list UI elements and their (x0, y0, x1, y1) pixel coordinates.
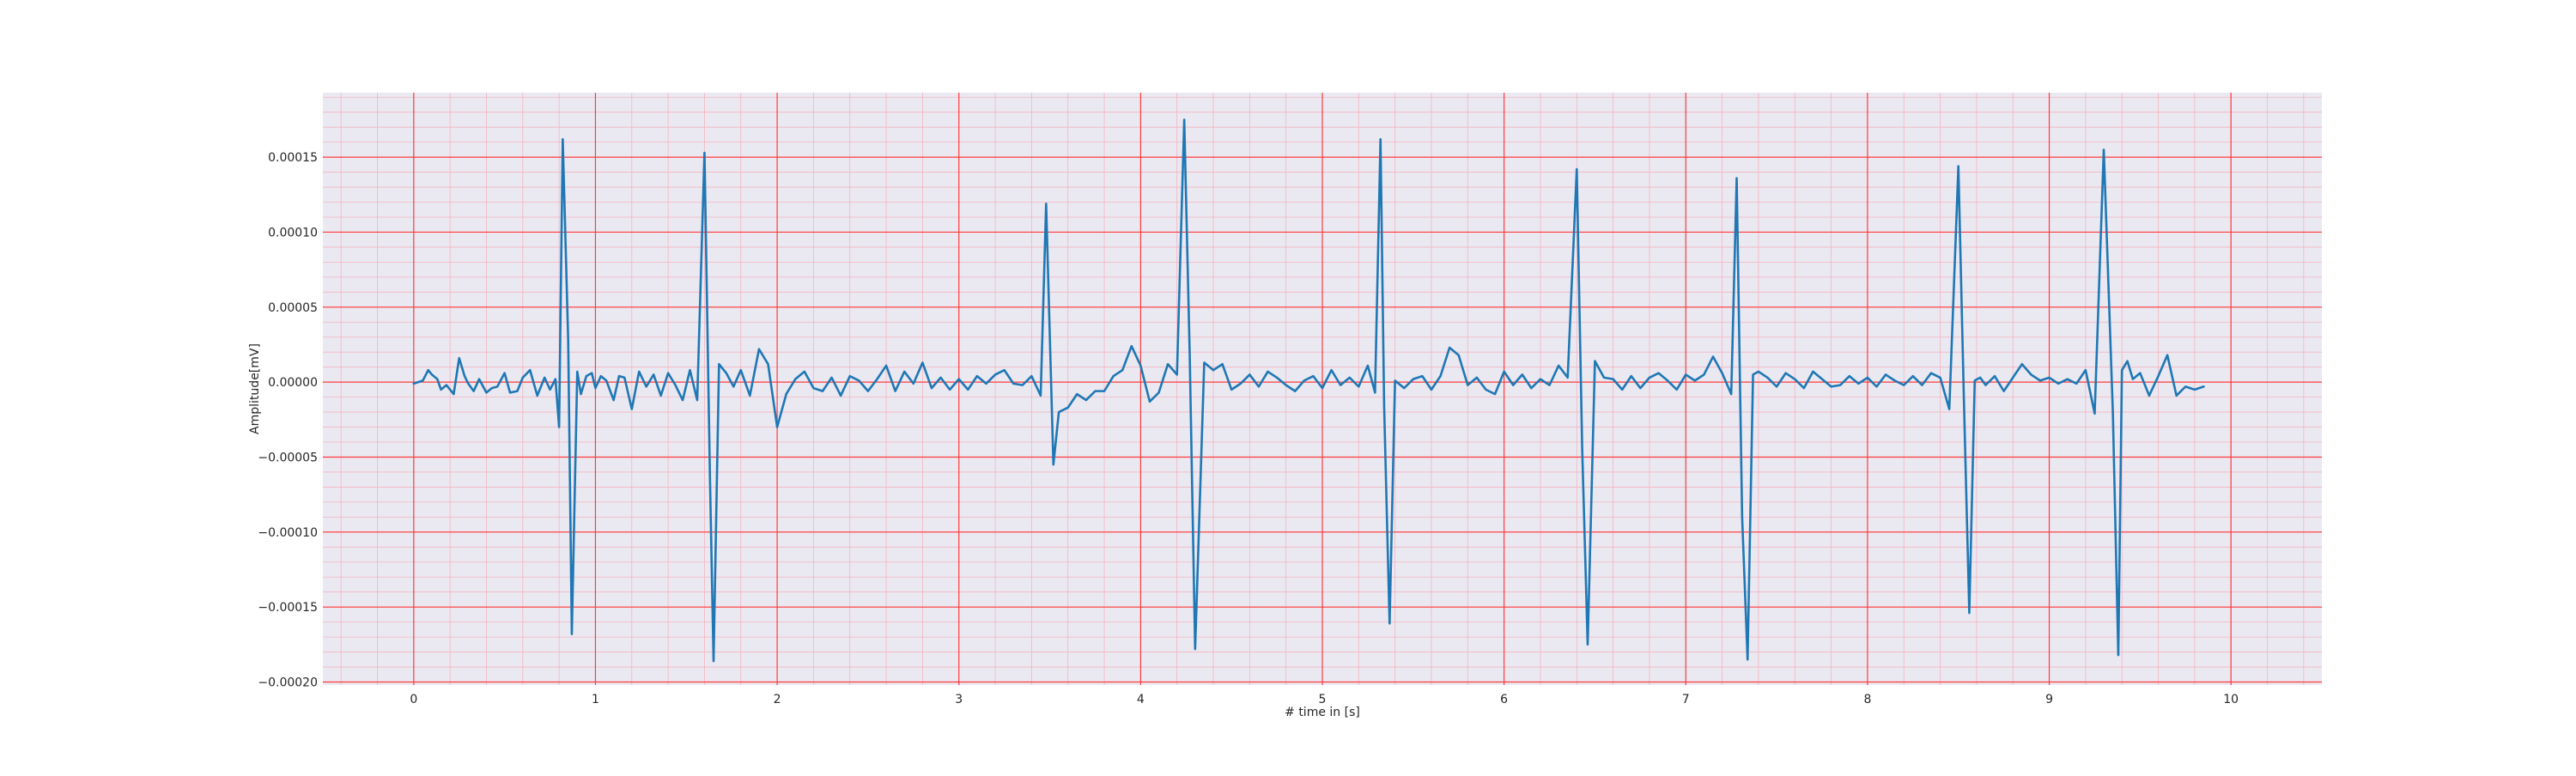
y-tick-label: 0.00005 (268, 301, 318, 315)
y-tick-label: 0.00010 (268, 226, 318, 239)
x-tick-label: 6 (1500, 693, 1508, 706)
x-tick-label: 7 (1682, 693, 1690, 706)
x-tick-label: 2 (774, 693, 781, 706)
y-tick-label: −0.00005 (258, 451, 318, 464)
y-tick-label: 0.00015 (268, 151, 318, 165)
series-line-ecg (412, 118, 2205, 663)
y-tick-label: −0.00015 (258, 601, 318, 615)
y-tick-label: −0.00020 (258, 676, 318, 690)
x-tick-label: 1 (592, 693, 599, 706)
x-tick-label: 9 (2045, 693, 2053, 706)
x-tick-label: 5 (1319, 693, 1327, 706)
major-grid (323, 93, 2322, 685)
x-tick-label: 10 (2223, 693, 2239, 706)
x-tick-label: 0 (410, 693, 417, 706)
x-axis-label: # time in [s] (1285, 706, 1360, 719)
x-tick-label: 8 (1863, 693, 1871, 706)
x-tick-label: 3 (955, 693, 963, 706)
y-tick-label: 0.00000 (268, 376, 318, 390)
x-axis-ticks: 0 1 2 3 4 5 6 7 8 9 10 (410, 693, 2239, 706)
x-tick-label: 4 (1137, 693, 1145, 706)
y-tick-label: −0.00010 (258, 526, 318, 540)
series-layer (412, 118, 2205, 663)
y-axis-ticks: −0.00020 −0.00015 −0.00010 −0.00005 0.00000 0… (258, 151, 318, 689)
y-axis-label: Amplitude[mV] (248, 343, 262, 434)
